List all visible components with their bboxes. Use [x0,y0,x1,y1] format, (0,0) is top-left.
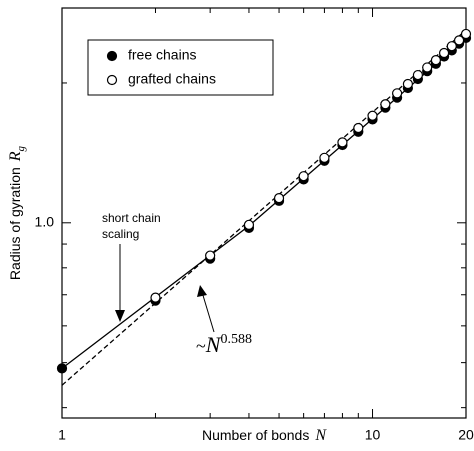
annotation-exponent: 0.588 [220,332,252,347]
x-axis-label-symbol: N [314,427,327,444]
x-tick-label: 10 [365,427,381,443]
data-point [243,219,255,230]
y-axis-label: Radius of gyration Rg [7,145,27,280]
annotation-prefix: ~ [196,336,206,356]
legend-box [87,39,274,96]
annotation-arrowhead [115,310,125,322]
x-tick-label: 20 [458,427,474,443]
data-point [337,137,348,148]
data-point [402,78,414,90]
x-axis-label: Number of bonds N [202,427,327,444]
data-point [446,41,457,52]
annotation-arrow [201,291,215,333]
data-point [438,47,450,59]
y-axis-label-text: Radius of gyration [7,167,23,280]
annotation-text: short chain [102,211,161,225]
data-point [56,363,68,374]
y-axis-label-subscript: g [15,145,27,151]
data-point [150,292,161,303]
data-point [319,152,330,163]
data-point [273,193,285,204]
data-point [430,54,442,66]
data-point [353,122,364,134]
y-axis-label-symbol: R [7,151,24,162]
legend-marker [106,74,118,86]
data-point [380,99,391,110]
x-tick-label: 1 [58,427,66,443]
annotation-base: N [205,332,222,357]
legend-marker [106,50,118,62]
data-point [298,171,309,182]
data-point [460,28,472,40]
data-point [453,35,465,46]
y-tick-label: 1.0 [35,214,55,230]
x-axis-label-text: Number of bonds [202,427,309,443]
annotation-text: scaling [102,227,139,241]
data-point [392,88,403,99]
legend-label: free chains [128,47,196,63]
data-point [422,62,433,73]
legend-label: grafted chains [128,71,216,87]
annotation-text: ~N0.588 [196,332,252,357]
data-point [205,250,216,261]
data-point [367,110,378,121]
plot-frame [61,7,467,419]
data-point [412,69,423,81]
annotation-arrowhead [197,285,207,297]
